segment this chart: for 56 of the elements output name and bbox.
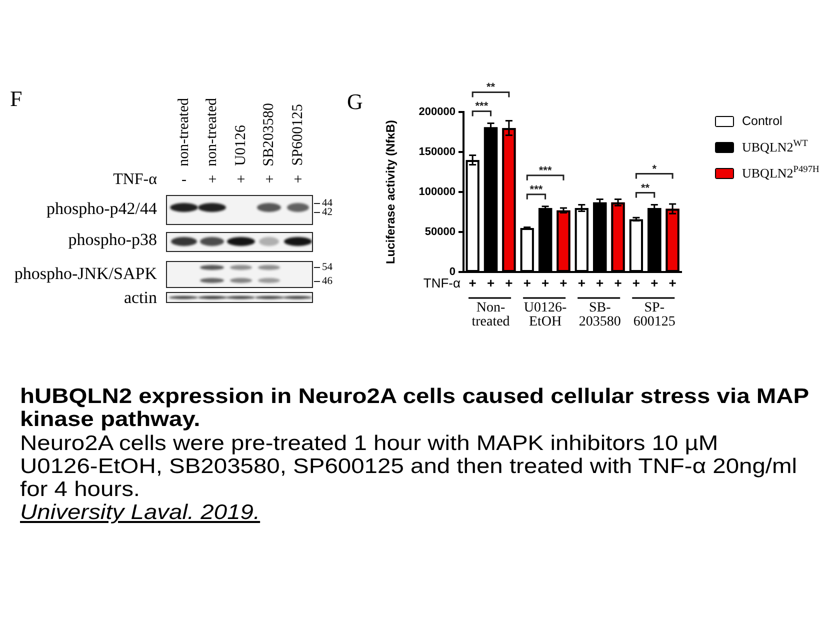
text: TNF-α: [423, 276, 461, 291]
x-tick-label: U0126-EtOH: [524, 300, 568, 330]
text: actin: [124, 288, 157, 308]
y-tick-label: 0: [449, 266, 456, 278]
text: +: [560, 276, 568, 291]
x-tick-label: Non-treated: [472, 300, 510, 330]
text: hUBQLN2 expression in Neuro2A cells caused cellular stress via MAP kinase pathway.: [20, 385, 810, 432]
category-label: SP600125: [290, 104, 306, 166]
text: 44: [322, 198, 332, 208]
category-label: non-treated: [204, 98, 221, 166]
text: 54: [322, 262, 332, 272]
y-tick-label: 150000: [418, 146, 456, 158]
text: phospho-JNK/SAPK: [14, 264, 157, 284]
y-tick-label: 200000: [418, 106, 456, 118]
text: +: [542, 276, 550, 291]
annotation: *: [652, 163, 658, 176]
legend-label: UBQLN2$^{WT}$: [742, 138, 808, 156]
text: +: [668, 276, 677, 291]
text: **: [486, 82, 496, 94]
x-tick-label: SP-600125: [633, 300, 676, 330]
text: Neuro2A cells were pre-treated 1 hour with MAPK inhibitors 10 µM U0126-EtOH, SB203580, SP600125 and then treated with TNF-α 20ng/ml for 4 hours.: [20, 432, 798, 502]
annotation: ***: [530, 184, 544, 196]
annotation: **: [641, 182, 650, 194]
text: +: [264, 171, 275, 190]
text: +: [614, 276, 622, 291]
text: +: [207, 171, 218, 190]
text: -: [180, 171, 188, 190]
text: phospho-p42/44: [46, 199, 157, 219]
text: +: [236, 171, 246, 190]
category-label: U0126: [232, 125, 250, 166]
text: +: [578, 276, 586, 291]
y-axis-title: Luciferase activity (NfκB): [384, 120, 398, 264]
text: 46: [322, 276, 332, 286]
text: +: [650, 276, 659, 291]
chart-title: G: [347, 89, 363, 114]
text: +: [468, 276, 477, 291]
y-tick-label: 100000: [418, 186, 456, 198]
text: +: [486, 276, 495, 291]
text: University Laval. 2019.: [20, 501, 260, 524]
annotation: ***: [475, 100, 489, 113]
text: +: [596, 276, 604, 291]
text: +: [523, 276, 532, 291]
text: TNF-α: [113, 170, 157, 190]
text: phospho-p38: [68, 230, 157, 250]
category-label: non-treated: [176, 98, 192, 166]
text: +: [632, 276, 640, 291]
legend-label: Control: [742, 114, 782, 128]
text: 42: [322, 206, 332, 218]
y-tick-label: 50000: [424, 226, 456, 238]
x-tick-label: SB-203580: [578, 300, 621, 330]
text: +: [505, 276, 514, 291]
category-label: SB203580: [261, 102, 278, 166]
text: F: [10, 86, 22, 111]
annotation: ***: [538, 164, 552, 177]
text: +: [292, 171, 304, 190]
legend-label: UBQLN2$^{P497H}$: [742, 164, 820, 182]
